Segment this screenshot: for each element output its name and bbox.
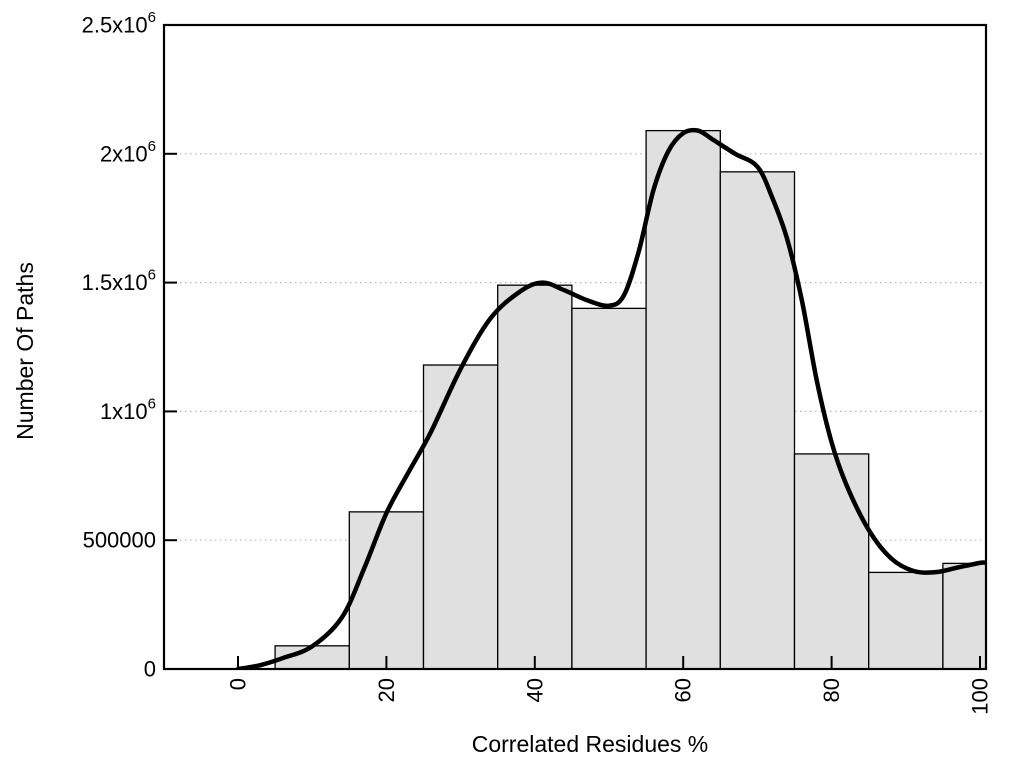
y-tick-exponent: 6 [148, 137, 156, 154]
y-axis-title: Number Of Paths [12, 262, 38, 440]
histogram-bar [645, 129, 721, 669]
y-tick-label: 0 [144, 657, 156, 682]
histogram-bar [571, 307, 647, 669]
y-tick-label: 1x106 [100, 395, 156, 424]
ticks-layer [164, 24, 981, 670]
histogram-bar [422, 364, 499, 669]
histogram-bar [348, 511, 425, 669]
tick-labels-layer: 0 20 40 60 80 100 0 500000 1x106 1.5x106 2x106 2.5x… [82, 9, 993, 715]
histogram-bar [942, 562, 986, 669]
histogram-bar [868, 571, 944, 669]
x-axis-title: Correlated Residues % [472, 731, 709, 757]
x-tick-label: 80 [819, 678, 844, 702]
histogram-bar [719, 171, 796, 669]
bars-layer [274, 129, 986, 669]
histogram-bar [497, 284, 573, 669]
histogram-bar [793, 453, 870, 669]
frame-layer [162, 23, 988, 671]
x-tick-label: 20 [374, 678, 399, 702]
y-tick-exponent: 6 [148, 9, 156, 26]
density-curve [235, 127, 986, 669]
y-tick-label: 2.5x106 [82, 9, 156, 38]
x-tick-label: 40 [522, 678, 547, 702]
x-tick-label: 60 [671, 678, 696, 702]
curve-layer [235, 127, 986, 669]
y-tick-label: 2x106 [100, 137, 156, 166]
x-tick-label: 0 [226, 678, 251, 690]
y-tick-label: 1.5x106 [82, 266, 156, 295]
y-tick-exponent: 6 [148, 395, 156, 412]
axis-frame [162, 23, 988, 671]
y-tick-exponent: 6 [148, 266, 156, 283]
x-tick-label: 100 [968, 678, 993, 715]
y-tick-label: 500000 [83, 528, 156, 553]
